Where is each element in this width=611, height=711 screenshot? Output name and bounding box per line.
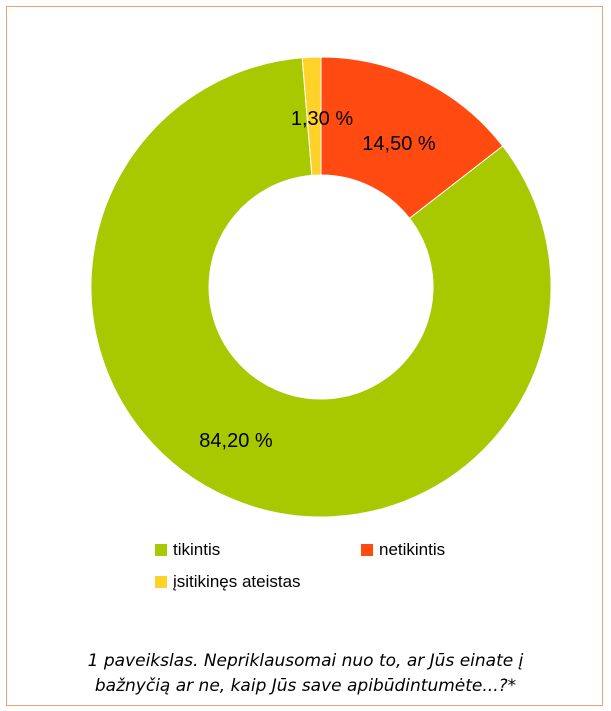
data-label-tikintis: 84,20 % bbox=[199, 430, 273, 452]
caption-line-2: bažnyčią ar ne, kaip Jūs save apibūdintu… bbox=[94, 676, 517, 696]
donut-slice-ateistas bbox=[301, 56, 322, 176]
donut-slice-netikintis bbox=[320, 56, 504, 220]
caption-line-1: 1 paveikslas. Nepriklausomai nuo to, ar … bbox=[87, 651, 524, 671]
donut-slice-tikintis bbox=[90, 57, 552, 518]
data-label-netikintis: 14,50 % bbox=[362, 133, 436, 155]
figure-caption: 1 paveikslas. Nepriklausomai nuo to, ar … bbox=[0, 649, 611, 699]
data-label-ateistas: 1,30 % bbox=[291, 108, 353, 130]
